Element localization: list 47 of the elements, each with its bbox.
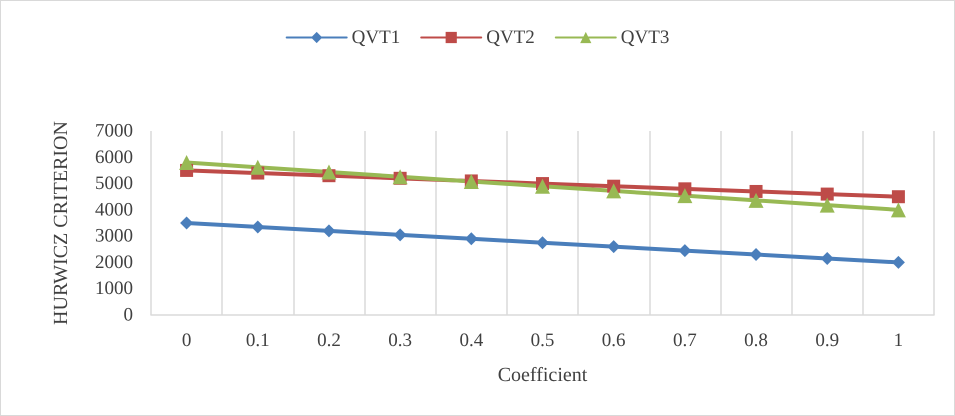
x-tick-label: 0.7 bbox=[672, 330, 697, 351]
point bbox=[678, 244, 692, 258]
y-tick-label: 1000 bbox=[95, 278, 133, 300]
x-tick-label: 0.2 bbox=[317, 330, 341, 351]
y-tick-label: 4000 bbox=[95, 199, 133, 220]
point bbox=[536, 236, 549, 250]
point bbox=[321, 164, 336, 180]
point bbox=[607, 240, 620, 254]
point bbox=[892, 256, 905, 269]
point bbox=[748, 192, 764, 208]
x-tick-label: 0.8 bbox=[744, 330, 768, 351]
legend-label: QVT2 bbox=[486, 27, 535, 48]
y-axis-title: HURWICZ CRITERION bbox=[50, 121, 72, 325]
y-tick-label: 3000 bbox=[95, 226, 133, 247]
y-tick-label: 0 bbox=[124, 304, 133, 326]
point bbox=[180, 216, 194, 230]
x-tick-label: 0.1 bbox=[246, 330, 270, 351]
y-tick-label: 5000 bbox=[95, 173, 133, 194]
point bbox=[750, 248, 763, 262]
point bbox=[606, 183, 622, 198]
x-tick-label: 0.3 bbox=[388, 330, 412, 351]
x-tick-label: 0 bbox=[182, 330, 192, 351]
legend-label: QVT3 bbox=[620, 27, 670, 48]
point bbox=[677, 188, 692, 204]
point bbox=[535, 178, 550, 194]
x-tick-label: 0.5 bbox=[530, 330, 554, 351]
x-tick-label: 0.9 bbox=[815, 330, 840, 351]
y-tick-label: 2000 bbox=[95, 252, 133, 273]
point bbox=[750, 184, 763, 198]
point bbox=[322, 224, 336, 238]
point bbox=[394, 228, 407, 242]
point bbox=[892, 190, 905, 204]
x-tick-label: 1 bbox=[894, 330, 904, 351]
y-tick-label: 6000 bbox=[95, 146, 133, 168]
point bbox=[890, 202, 906, 218]
point bbox=[820, 198, 835, 213]
point bbox=[250, 160, 266, 175]
x-axis-title: Coefficient bbox=[498, 364, 588, 386]
x-tick-label: 0.6 bbox=[602, 330, 626, 351]
point bbox=[464, 232, 478, 246]
point bbox=[820, 188, 834, 201]
point bbox=[820, 252, 834, 265]
legend-label: QVT1 bbox=[352, 27, 400, 48]
point bbox=[179, 155, 194, 170]
x-tick-label: 0.4 bbox=[459, 330, 484, 351]
y-tick-label: 7000 bbox=[95, 120, 133, 142]
point bbox=[251, 220, 264, 234]
